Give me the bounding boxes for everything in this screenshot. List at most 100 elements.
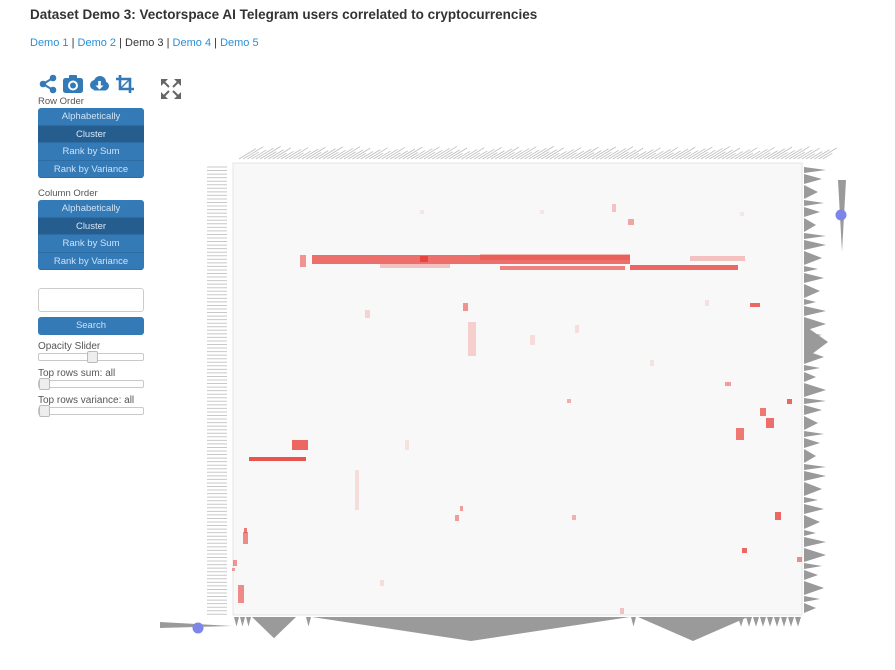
column-label-mark [759,152,771,160]
column-label-mark [452,152,463,160]
column-order-option-cluster[interactable]: Cluster [38,217,144,235]
opacity-slider-label: Opacity Slider [38,341,101,352]
column-label-mark [780,150,796,160]
column-label-mark [410,150,426,160]
column-dendrogram-triangle [746,617,752,627]
row-category-triangle [804,471,826,481]
row-category-triangle [804,383,826,397]
column-label-mark [482,146,502,160]
top-rows-variance-label: Top rows variance: all [38,395,135,406]
column-label-mark [557,149,575,160]
column-label-mark [822,152,833,160]
column-label-mark [444,149,460,160]
row-category-triangle [804,299,816,305]
row-category-triangle [804,596,820,602]
column-label-mark [692,146,713,160]
heatmap-cell [300,255,306,267]
expand-icon[interactable] [160,78,182,100]
column-label-mark [696,151,709,160]
row-category-triangle [804,603,816,613]
heatmap-cell [460,506,463,511]
nav-separator: | [163,37,173,49]
column-label-mark [625,147,644,160]
nav-link-demo-1[interactable]: Demo 1 [30,37,69,49]
cloud-download-icon[interactable] [88,74,109,94]
opacity-slider[interactable] [38,351,144,363]
column-label-mark [612,146,634,160]
crop-icon[interactable] [115,74,135,94]
top-rows-sum-handle[interactable] [39,378,50,390]
row-category-triangle [804,504,824,514]
column-label-mark [322,146,344,160]
nav-link-demo-3[interactable]: Demo 3 [125,37,164,49]
search-button[interactable]: Search [38,317,144,335]
row-category-triangle [804,207,820,217]
column-label-mark [427,149,443,160]
column-label-mark [755,146,775,160]
column-label-mark [784,148,803,160]
heatmap-cell [249,457,306,461]
row-category-triangle [804,251,822,265]
column-order-option-rank-by-sum[interactable]: Rank by Sum [38,235,144,253]
heatmap-cell [740,212,744,216]
column-label-mark [671,148,689,160]
nav-link-demo-4[interactable]: Demo 4 [172,37,212,49]
column-label-mark [524,149,540,160]
column-label-mark [473,150,488,160]
column-dendrogram-triangle [774,617,780,627]
column-label-mark [507,150,523,160]
column-label-mark [658,147,679,160]
column-label-mark [734,149,751,160]
share-icon[interactable] [38,74,58,94]
row-category-triangle [804,497,818,503]
column-label-mark [263,151,277,160]
column-label-mark [721,147,741,160]
column-order-option-alphabetically[interactable]: Alphabetically [38,200,144,218]
row-order-option-rank-by-variance[interactable]: Rank by Variance [38,160,144,178]
top-rows-variance-slider[interactable] [38,405,144,417]
column-label-mark [704,147,723,160]
column-dendrogram-triangle [234,617,239,627]
column-label-mark [457,151,471,160]
opacity-slider-handle[interactable] [87,351,98,363]
row-category-triangle [804,581,824,595]
heatmap-cell [612,204,616,212]
row-category-triangle [804,218,816,232]
column-label-mark [419,146,440,160]
top-rows-sum-slider[interactable] [38,378,144,390]
heatmap-cell [725,382,731,386]
row-category-triangle [804,266,818,272]
heatmap-cell [468,322,476,356]
column-label-mark [751,148,768,160]
row-category-triangle [804,563,822,569]
row-category-triangle [804,200,824,206]
column-label-mark [431,147,450,160]
column-label-mark [797,149,813,160]
column-label-mark [326,151,339,160]
heatmap-cell [575,325,579,333]
row-order-option-rank-by-sum[interactable]: Rank by Sum [38,143,144,161]
column-label-mark [591,148,609,160]
row-category-triangle [804,365,820,371]
row-order-option-alphabetically[interactable]: Alphabetically [38,108,144,126]
nav-link-demo-5[interactable]: Demo 5 [220,37,259,49]
row-category-triangle [804,306,826,316]
camera-icon[interactable] [62,74,83,94]
top-rows-variance-handle[interactable] [39,405,50,417]
heatmap-cell [238,585,244,603]
row-category-triangle [804,233,826,239]
search-input[interactable] [38,288,144,312]
column-label-mark [541,149,557,160]
row-category-triangle [804,515,820,529]
heatmap-cell [232,568,235,571]
column-label-mark [616,151,629,160]
column-label-mark [469,152,481,160]
heatmap-cell [380,264,450,268]
column-order-option-rank-by-variance[interactable]: Rank by Variance [38,252,144,270]
nav-link-demo-2[interactable]: Demo 2 [77,37,117,49]
heatmap-cell [628,219,634,225]
row-order-option-cluster[interactable]: Cluster [38,125,144,143]
heatmap-cell [650,360,654,366]
heatmap-cell [420,210,424,214]
